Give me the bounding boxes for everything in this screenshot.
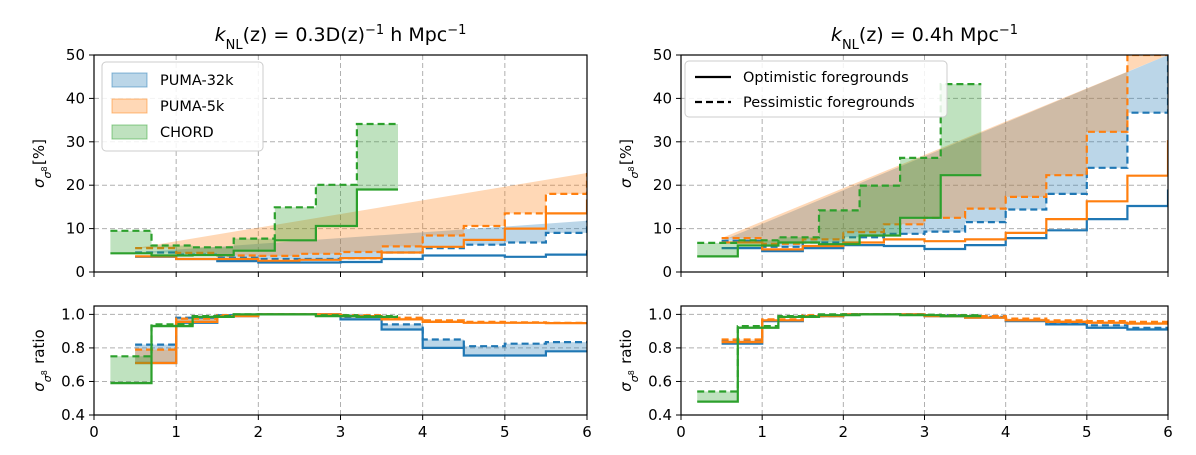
legend-swatch bbox=[111, 124, 148, 140]
band-puma-32k bbox=[135, 314, 587, 363]
y-tick-label: 10 bbox=[653, 220, 672, 238]
chart-panel-3: 0 1 2 3 4 5 6 0.4 0.6 0.8 1.0 σσ8 ratio bbox=[30, 305, 592, 441]
legend-item-chord: CHORD bbox=[111, 124, 214, 141]
y-tick-label: 0.8 bbox=[61, 339, 85, 357]
y-axis-label: σσ8 [%] bbox=[617, 139, 641, 188]
x-tick-label: 2 bbox=[839, 423, 849, 441]
legend-item-puma-32k: PUMA-32k bbox=[111, 72, 234, 89]
panel-title: kNL(z) = 0.3D(z)−1 h Mpc−1 bbox=[215, 23, 467, 53]
y-tick-label: 20 bbox=[653, 176, 672, 194]
x-tick-label: 3 bbox=[336, 423, 346, 441]
legend-label: PUMA-5k bbox=[160, 99, 225, 115]
legend: Optimistic foregrounds Pessimistic foregr… bbox=[684, 60, 948, 118]
y-tick-label: 20 bbox=[66, 176, 85, 194]
y-axis-label: σσ8 [%] bbox=[30, 139, 54, 188]
legend-item-optimistic: Optimistic foregrounds bbox=[695, 70, 909, 86]
line-optimistic bbox=[697, 313, 982, 403]
band-puma-32k bbox=[135, 220, 587, 259]
x-tick-label: 0 bbox=[676, 423, 686, 441]
legend-label: Pessimistic foregrounds bbox=[743, 95, 915, 111]
legend-box bbox=[101, 61, 264, 152]
chart-panel-2: 0 10 20 30 40 50 σσ8 [%] kNL(z) = 0.4h Mpc−1 Opt… bbox=[617, 23, 1169, 281]
legend-swatch bbox=[111, 72, 148, 88]
legend-item-pessimistic: Pessimistic foregrounds bbox=[695, 95, 915, 111]
y-axis-label: σσ8 ratio bbox=[617, 329, 641, 391]
legend: PUMA-32k PUMA-5k CHORD bbox=[101, 61, 264, 152]
x-tick-label: 5 bbox=[500, 423, 510, 441]
band-chord bbox=[697, 314, 982, 402]
line-optimistic bbox=[110, 188, 398, 257]
y-tick-label: 30 bbox=[66, 133, 85, 151]
band-puma-32k bbox=[721, 55, 1168, 247]
line-optimistic bbox=[697, 174, 982, 258]
y-tick-label: 1.0 bbox=[648, 305, 672, 323]
x-tick-label: 0 bbox=[89, 423, 99, 441]
x-tick-label: 1 bbox=[757, 423, 767, 441]
legend-swatch bbox=[111, 98, 148, 114]
band-puma-5k bbox=[721, 55, 1168, 244]
series-chord bbox=[697, 83, 982, 258]
band-puma-32k bbox=[721, 314, 1168, 344]
series-puma-32k bbox=[721, 313, 1168, 345]
series-chord bbox=[697, 313, 982, 403]
plot-area bbox=[110, 313, 587, 385]
line-optimistic bbox=[721, 313, 1168, 345]
x-tick-label: 6 bbox=[582, 423, 592, 441]
x-tick-label: 4 bbox=[1001, 423, 1011, 441]
y-tick-label: 50 bbox=[653, 46, 672, 64]
y-tick-label: 40 bbox=[66, 89, 85, 107]
y-tick-label: 1.0 bbox=[61, 305, 85, 323]
chart-panel-4: 0 1 2 3 4 5 6 0.4 0.6 0.8 1.0 σσ8 ratio bbox=[617, 305, 1173, 441]
x-tick-label: 3 bbox=[920, 423, 930, 441]
y-tick-label: 0 bbox=[75, 263, 85, 281]
y-tick-label: 0.6 bbox=[61, 372, 85, 390]
x-tick-label: 2 bbox=[254, 423, 264, 441]
band-chord bbox=[110, 314, 399, 384]
y-tick-label: 0.8 bbox=[648, 339, 672, 357]
y-tick-label: 10 bbox=[66, 220, 85, 238]
legend-box bbox=[684, 60, 948, 118]
y-tick-label: 0.4 bbox=[61, 406, 85, 424]
line-optimistic bbox=[721, 140, 1168, 251]
line-pessimistic bbox=[697, 83, 982, 244]
y-tick-label: 0 bbox=[662, 263, 672, 281]
x-tick-label: 6 bbox=[1163, 423, 1173, 441]
legend-label: Optimistic foregrounds bbox=[743, 70, 909, 86]
panel-title: kNL(z) = 0.4h Mpc−1 bbox=[831, 23, 1018, 53]
plot-area bbox=[697, 313, 1168, 403]
legend-label: PUMA-32k bbox=[160, 73, 234, 89]
y-tick-label: 50 bbox=[66, 46, 85, 64]
plot-area bbox=[697, 55, 1168, 258]
legend-item-puma-5k: PUMA-5k bbox=[111, 98, 225, 115]
y-tick-label: 0.6 bbox=[648, 372, 672, 390]
y-axis-label: σσ8 ratio bbox=[30, 329, 54, 391]
series-chord bbox=[110, 313, 399, 385]
x-tick-label: 5 bbox=[1082, 423, 1092, 441]
chart-panel-1: 0 10 20 30 40 50 σσ8 [%] kNL(z) = 0.3D(z)−1 h M… bbox=[30, 23, 588, 281]
x-tick-label: 1 bbox=[171, 423, 181, 441]
band-puma-5k bbox=[135, 314, 587, 363]
legend-label: CHORD bbox=[160, 125, 214, 141]
line-pessimistic bbox=[697, 313, 982, 393]
y-tick-label: 0.4 bbox=[648, 406, 672, 424]
x-tick-label: 4 bbox=[418, 423, 428, 441]
y-tick-label: 40 bbox=[653, 89, 672, 107]
series-chord bbox=[110, 122, 399, 257]
y-tick-label: 30 bbox=[653, 133, 672, 151]
line-optimistic bbox=[110, 313, 398, 385]
line-optimistic bbox=[135, 199, 587, 262]
band-chord bbox=[697, 84, 982, 257]
band-puma-5k bbox=[135, 173, 587, 256]
plot-area bbox=[110, 122, 587, 264]
band-chord bbox=[110, 124, 399, 256]
line-pessimistic bbox=[110, 122, 398, 249]
line-pessimistic bbox=[721, 55, 1168, 248]
